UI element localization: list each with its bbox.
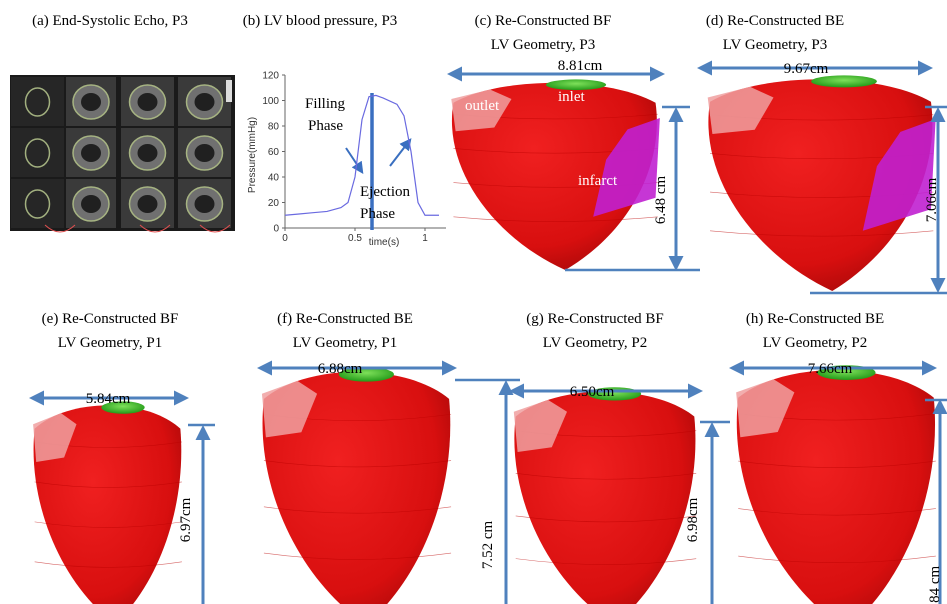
arrow	[390, 140, 410, 166]
width-label: 8.81cm	[558, 58, 603, 74]
echo-tile	[11, 77, 64, 126]
region-label: infarct	[578, 173, 618, 189]
x-tick-label: 1	[422, 233, 428, 244]
y-axis-label: Pressure(mmHg)	[247, 117, 258, 193]
width-label: 6.50cm	[570, 384, 615, 400]
echo-cavity	[81, 93, 101, 111]
region-label: inlet	[558, 89, 585, 105]
echo-cavity	[138, 93, 158, 111]
echo-tile	[11, 128, 64, 177]
caption: (d) Re-Constructed BE	[706, 13, 844, 29]
x-axis-label: time(s)	[369, 237, 400, 248]
echo-tile	[11, 179, 64, 228]
caption: (c) Re-Constructed BF	[475, 13, 612, 29]
figure: (a) End-Systolic Echo, P3 (b) LV blood p…	[0, 0, 947, 604]
height-label: 7.84 cm	[927, 566, 943, 604]
caption: LV Geometry, P2	[543, 335, 647, 351]
echo-cavity	[138, 195, 158, 213]
width-label: 5.84cm	[86, 391, 131, 407]
echo-cavity	[81, 195, 101, 213]
y-tick-label: 0	[273, 224, 279, 235]
echo-scale	[226, 80, 232, 102]
height-label: 7.52 cm	[480, 521, 496, 570]
y-tick-label: 40	[268, 173, 280, 184]
caption: (a) End-Systolic Echo, P3	[32, 13, 188, 29]
height-label: 6.98cm	[685, 497, 701, 542]
caption: LV Geometry, P3	[491, 37, 595, 53]
caption: (f) Re-Constructed BE	[277, 311, 413, 327]
y-tick-label: 100	[262, 96, 279, 107]
echo-cavity	[195, 195, 215, 213]
chart-title: (b) LV blood pressure, P3	[243, 13, 398, 29]
echo-image	[10, 75, 235, 232]
caption: LV Geometry, P2	[763, 335, 867, 351]
width-label: 7.66cm	[808, 361, 853, 377]
echo-cavity	[138, 144, 158, 162]
y-tick-label: 120	[262, 71, 279, 82]
caption: (e) Re-Constructed BF	[42, 311, 179, 327]
y-tick-label: 80	[268, 122, 280, 133]
caption: LV Geometry, P1	[58, 335, 162, 351]
width-label: 9.67cm	[784, 61, 829, 77]
echo-cavity	[81, 144, 101, 162]
y-tick-label: 20	[268, 198, 280, 209]
inlet	[811, 75, 877, 87]
caption: (g) Re-Constructed BF	[526, 311, 663, 327]
height-label: 6.48 cm	[653, 176, 669, 225]
caption: (h) Re-Constructed BE	[746, 311, 884, 327]
region-label: outlet	[465, 98, 500, 114]
width-label: 6.88cm	[318, 361, 363, 377]
echo-cavity	[195, 144, 215, 162]
pressure-chart: (b) LV blood pressure, P3 Pressure(mmHg)…	[243, 13, 446, 248]
height-label: 6.97cm	[178, 497, 194, 542]
x-tick-label: 0.5	[348, 233, 362, 244]
caption: LV Geometry, P1	[293, 335, 397, 351]
y-tick-label: 60	[268, 147, 280, 158]
echo-cavity	[195, 93, 215, 111]
x-tick-label: 0	[282, 233, 288, 244]
height-label: 7.06cm	[924, 177, 940, 222]
arrow	[346, 148, 362, 172]
caption: LV Geometry, P3	[723, 37, 827, 53]
